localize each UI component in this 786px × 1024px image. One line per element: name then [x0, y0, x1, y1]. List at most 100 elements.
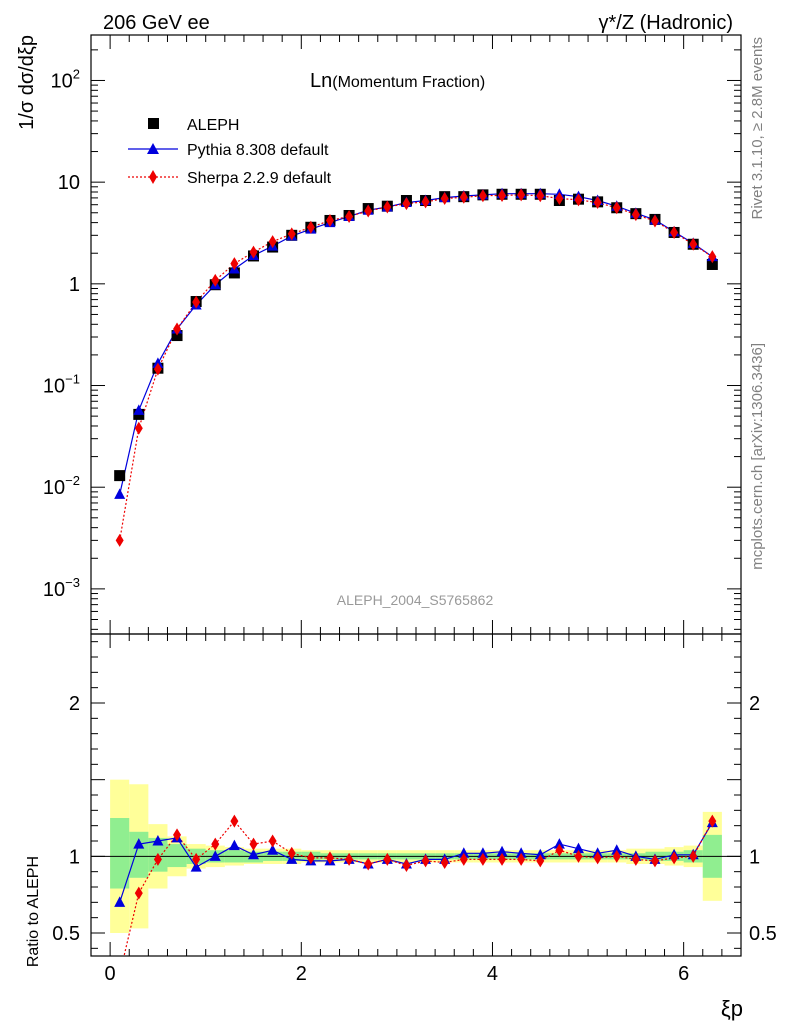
ratio-sherpa-point: [440, 855, 449, 869]
x-tick-label: 4: [487, 963, 498, 985]
sherpa-point: [211, 273, 220, 287]
sherpa-point: [249, 245, 258, 259]
sherpa-point: [153, 362, 162, 376]
sherpa-line: [119, 194, 713, 541]
header-right: γ*/Z (Hadronic): [599, 12, 733, 34]
ratio-pythia-point: [190, 861, 202, 872]
ratio-pythia-point: [267, 844, 279, 855]
legend-label-pythia: Pythia 8.308 default: [187, 142, 329, 159]
aleph-point: [171, 330, 183, 342]
aleph-point: [706, 258, 718, 270]
sherpa-point: [612, 201, 621, 215]
ratio-panel-frame: [90, 633, 742, 957]
ratio-series: [114, 814, 718, 981]
ratio-band-inner: [110, 818, 130, 889]
ratio-sherpa-point: [421, 854, 430, 868]
legend-label-aleph: ALEPH: [187, 117, 239, 134]
sherpa-point: [555, 192, 564, 206]
top-y-tick-label-exp: −2: [65, 473, 80, 488]
ratio-y-tick-label-right: 2: [749, 693, 760, 715]
ratio-y-tick-label-left: 2: [69, 693, 80, 715]
x-tick-label: 0: [105, 963, 116, 985]
legend-marker-pythia: [147, 143, 159, 154]
top-y-tick-label-base: 10: [43, 477, 65, 499]
ratio-sherpa-point: [517, 852, 526, 866]
ratio-pythia-point: [611, 844, 623, 855]
ratio-sherpa-point: [116, 968, 124, 981]
ratio-sherpa-point: [498, 852, 507, 866]
sherpa-point: [287, 227, 296, 241]
legend-label-sherpa: Sherpa 2.2.9 default: [187, 170, 332, 187]
ratio-sherpa-point: [459, 852, 468, 866]
sherpa-point: [402, 197, 411, 211]
sherpa-point: [192, 295, 201, 309]
ratio-sherpa-point: [650, 854, 659, 868]
header-left: 206 GeV ee: [103, 12, 210, 34]
ratio-sherpa-point: [364, 857, 373, 871]
ratio-sherpa-point: [402, 859, 411, 873]
ratio-pythia-point: [496, 845, 508, 857]
sherpa-point: [650, 214, 659, 228]
sherpa-point: [325, 213, 334, 227]
sherpa-point: [689, 237, 698, 251]
sherpa-point: [383, 200, 392, 214]
ratio-pythia-point: [458, 847, 470, 858]
ratio-y-tick-label-right: 0.5: [749, 923, 777, 945]
sherpa-point: [230, 257, 239, 271]
ratio-sherpa-point: [708, 814, 717, 828]
ratio-sherpa-point: [383, 852, 392, 866]
sherpa-point: [631, 208, 640, 222]
ratio-y-axis-title: Ratio to ALEPH: [25, 856, 42, 967]
top-series: [114, 187, 718, 547]
top-y-tick-label: 1: [69, 274, 80, 296]
ratio-sherpa-point: [555, 843, 564, 857]
ratio-sherpa-point: [325, 851, 334, 865]
ratio-pythia-point: [248, 848, 259, 860]
ratio-sherpa-point: [153, 852, 162, 866]
sherpa-point: [421, 195, 430, 209]
legend-marker-aleph: [148, 118, 159, 129]
pythia-line: [119, 193, 713, 495]
sherpa-point: [115, 533, 124, 547]
chart-title-sub: (Momentum Fraction): [332, 74, 485, 91]
ratio-sherpa-point: [192, 852, 201, 866]
ratio-sherpa-point: [478, 852, 487, 866]
sherpa-point: [440, 192, 449, 206]
chart-title: Ln(Momentum Fraction): [310, 70, 485, 92]
top-y-tick-label-base: 10: [43, 376, 65, 398]
top-y-tick-label: 10−1: [43, 372, 80, 398]
sherpa-point: [517, 188, 526, 202]
analysis-watermark: ALEPH_2004_S5765862: [337, 592, 494, 608]
pythia-point: [114, 488, 126, 499]
ratio-sherpa-point: [631, 852, 640, 866]
top-y-tick-label-exp: −1: [65, 372, 80, 387]
ratio-pythia-point: [477, 847, 489, 858]
ratio-sherpa-point: [211, 837, 220, 851]
ratio-pythia-point: [152, 835, 164, 846]
chart-title-main: Ln: [310, 70, 332, 92]
sherpa-point: [670, 225, 679, 239]
sherpa-point: [498, 188, 507, 202]
ratio-sherpa-point: [249, 837, 258, 851]
ratio-pythia-point: [133, 838, 145, 849]
sherpa-point: [593, 196, 602, 210]
legend-marker-sherpa: [149, 170, 157, 184]
ratio-sherpa-point: [230, 814, 239, 828]
top-y-tick-label-exp: 2: [73, 66, 80, 81]
top-y-axis-title-main: 1/σ dσ/dξp: [16, 35, 38, 130]
sherpa-point: [478, 189, 487, 203]
ratio-sherpa-point: [574, 849, 583, 863]
x-tick-label: 2: [296, 963, 307, 985]
mcplots-label: mcplots.cern.ch [arXiv:1306.3436]: [749, 343, 766, 570]
top-y-tick-label-exp: −3: [65, 575, 80, 590]
legend: ALEPH Pythia 8.308 default Sherpa 2.2.9 …: [128, 117, 332, 187]
ratio-sherpa-point: [593, 851, 602, 865]
ratio-y-tick-label-left: 1: [69, 846, 80, 868]
ratio-sherpa-point: [173, 828, 182, 842]
ratio-pythia-point: [114, 896, 126, 907]
top-y-tick-label: 10: [58, 172, 80, 194]
sherpa-point: [364, 204, 373, 218]
rivet-version-label: Rivet 3.1.10, ≥ 2.8M events: [749, 37, 766, 220]
